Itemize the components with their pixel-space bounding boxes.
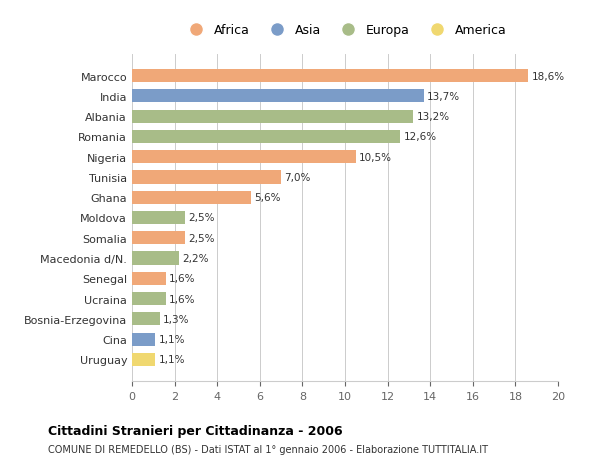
Text: COMUNE DI REMEDELLO (BS) - Dati ISTAT al 1° gennaio 2006 - Elaborazione TUTTITAL: COMUNE DI REMEDELLO (BS) - Dati ISTAT al… bbox=[48, 444, 488, 454]
Text: 2,2%: 2,2% bbox=[182, 253, 209, 263]
Text: 13,2%: 13,2% bbox=[416, 112, 449, 122]
Text: 18,6%: 18,6% bbox=[532, 72, 565, 81]
Bar bbox=[132, 171, 281, 184]
Bar bbox=[132, 110, 413, 123]
Bar bbox=[132, 212, 185, 224]
Text: 2,5%: 2,5% bbox=[188, 233, 215, 243]
Bar bbox=[132, 70, 528, 83]
Bar bbox=[132, 313, 160, 326]
Bar bbox=[132, 252, 179, 265]
Text: 10,5%: 10,5% bbox=[359, 152, 392, 162]
Legend: Africa, Asia, Europa, America: Africa, Asia, Europa, America bbox=[179, 19, 511, 42]
Bar bbox=[132, 191, 251, 204]
Text: 1,6%: 1,6% bbox=[169, 294, 196, 304]
Bar bbox=[132, 333, 155, 346]
Text: 1,1%: 1,1% bbox=[158, 355, 185, 364]
Text: 2,5%: 2,5% bbox=[188, 213, 215, 223]
Text: 1,1%: 1,1% bbox=[158, 334, 185, 344]
Text: 12,6%: 12,6% bbox=[404, 132, 437, 142]
Text: 13,7%: 13,7% bbox=[427, 92, 460, 102]
Bar bbox=[132, 90, 424, 103]
Text: 1,6%: 1,6% bbox=[169, 274, 196, 284]
Text: 1,3%: 1,3% bbox=[163, 314, 190, 324]
Bar bbox=[132, 151, 356, 164]
Bar bbox=[132, 353, 155, 366]
Bar bbox=[132, 130, 400, 144]
Bar bbox=[132, 232, 185, 245]
Text: 5,6%: 5,6% bbox=[254, 193, 281, 203]
Text: 7,0%: 7,0% bbox=[284, 173, 311, 183]
Bar bbox=[132, 292, 166, 306]
Text: Cittadini Stranieri per Cittadinanza - 2006: Cittadini Stranieri per Cittadinanza - 2… bbox=[48, 425, 343, 437]
Bar bbox=[132, 272, 166, 285]
